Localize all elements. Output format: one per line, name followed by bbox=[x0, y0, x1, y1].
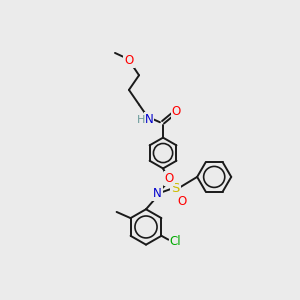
Text: H: H bbox=[136, 115, 145, 125]
Text: N: N bbox=[145, 113, 154, 126]
Text: O: O bbox=[124, 54, 134, 67]
Text: S: S bbox=[171, 182, 180, 195]
Text: O: O bbox=[172, 105, 181, 118]
Text: Cl: Cl bbox=[169, 236, 181, 248]
Text: O: O bbox=[177, 195, 186, 208]
Text: N: N bbox=[153, 187, 162, 200]
Text: O: O bbox=[165, 172, 174, 185]
